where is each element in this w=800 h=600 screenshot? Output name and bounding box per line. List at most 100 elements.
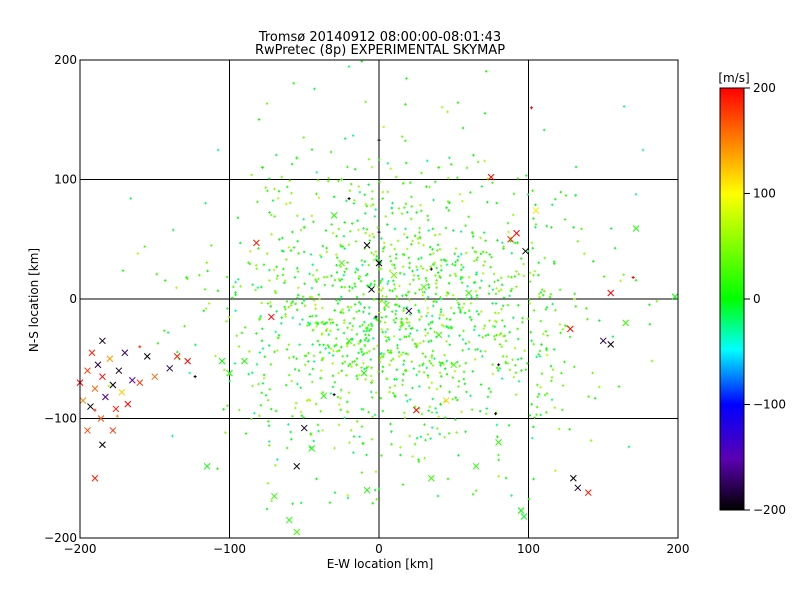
echo-plus-mark xyxy=(346,261,349,264)
echo-plus-mark xyxy=(247,372,250,376)
echo-plus-mark xyxy=(342,311,345,315)
echo-plus-mark xyxy=(255,332,258,335)
echo-plus-mark xyxy=(317,429,320,433)
echo-plus-mark xyxy=(388,289,392,292)
echo-plus-mark xyxy=(549,293,553,296)
echo-plus-mark xyxy=(433,330,436,334)
echo-plus-mark xyxy=(288,373,291,377)
echo-plus-mark xyxy=(394,395,397,398)
echo-plus-mark xyxy=(255,267,258,270)
echo-plus-mark xyxy=(557,427,561,431)
echo-plus-mark xyxy=(371,232,374,236)
echo-plus-mark xyxy=(384,335,387,338)
echo-plus-mark xyxy=(461,349,464,352)
echo-plus-mark xyxy=(445,340,448,343)
echo-plus-mark xyxy=(267,424,271,428)
echo-plus-mark xyxy=(477,334,481,337)
echo-plus-mark xyxy=(325,246,328,250)
echo-plus-mark xyxy=(440,297,443,301)
echo-plus-mark xyxy=(371,502,374,505)
echo-plus-mark xyxy=(345,345,349,348)
echo-plus-mark xyxy=(331,321,335,324)
echo-plus-mark xyxy=(436,271,440,274)
echo-plus-mark xyxy=(387,280,390,283)
echo-plus-mark xyxy=(369,204,373,208)
echo-plus-mark xyxy=(163,329,166,332)
echo-plus-mark xyxy=(232,285,235,289)
echo-plus-mark xyxy=(315,269,319,272)
echo-x-mark xyxy=(584,489,592,496)
echo-plus-mark xyxy=(274,330,277,334)
echo-plus-mark xyxy=(377,268,381,271)
echo-plus-mark xyxy=(476,160,480,164)
echo-plus-mark xyxy=(534,203,537,206)
echo-plus-mark xyxy=(291,316,294,319)
x-axis-ticks: −200 −100 0 100 200 xyxy=(64,532,689,556)
echo-plus-mark xyxy=(454,396,457,399)
echo-plus-mark xyxy=(494,311,497,315)
echo-plus-mark xyxy=(383,241,386,245)
echo-plus-mark xyxy=(395,295,398,298)
echo-x-mark xyxy=(151,373,159,381)
echo-plus-mark xyxy=(339,397,342,400)
echo-plus-mark xyxy=(336,302,340,305)
echo-plus-mark xyxy=(399,271,402,275)
echo-plus-mark xyxy=(393,263,396,267)
echo-plus-mark xyxy=(420,256,423,260)
echo-plus-mark xyxy=(431,364,435,367)
echo-plus-mark xyxy=(313,87,316,91)
echo-plus-mark xyxy=(510,494,513,497)
echo-plus-mark xyxy=(368,234,371,237)
echo-plus-mark xyxy=(357,228,360,232)
echo-plus-mark xyxy=(526,193,530,196)
echo-plus-mark xyxy=(331,362,334,365)
echo-plus-mark xyxy=(302,298,306,301)
echo-plus-mark xyxy=(457,255,460,258)
echo-plus-mark xyxy=(375,498,378,501)
echo-plus-mark xyxy=(486,395,490,399)
echo-plus-mark xyxy=(432,304,435,308)
echo-plus-mark xyxy=(398,328,401,331)
echo-x-mark xyxy=(465,289,473,297)
echo-plus-mark xyxy=(369,358,372,361)
echo-plus-mark xyxy=(289,249,293,252)
echo-plus-mark xyxy=(537,292,541,296)
echo-plus-mark xyxy=(496,279,500,282)
echo-plus-mark xyxy=(439,264,443,267)
echo-plus-mark xyxy=(395,378,398,381)
echo-plus-mark xyxy=(465,251,468,255)
echo-plus-mark xyxy=(494,412,498,416)
echo-plus-mark xyxy=(545,392,549,395)
echo-plus-mark xyxy=(459,311,462,314)
echo-plus-mark xyxy=(216,467,219,470)
echo-plus-mark xyxy=(360,471,364,474)
echo-plus-mark xyxy=(349,306,353,309)
echo-plus-mark xyxy=(540,343,543,346)
echo-x-mark xyxy=(143,353,151,360)
echo-plus-mark xyxy=(368,306,371,309)
echo-plus-mark xyxy=(355,310,358,314)
echo-plus-mark xyxy=(413,442,417,446)
echo-plus-mark xyxy=(343,416,346,420)
echo-plus-mark xyxy=(559,331,562,335)
echo-plus-mark xyxy=(393,378,396,381)
echo-plus-mark xyxy=(394,257,398,260)
echo-plus-mark xyxy=(312,360,316,363)
echo-plus-mark xyxy=(475,310,479,313)
echo-plus-mark xyxy=(346,343,349,346)
echo-plus-mark xyxy=(520,357,523,360)
echo-plus-mark xyxy=(303,282,306,285)
echo-plus-mark xyxy=(537,261,540,264)
echo-plus-mark xyxy=(410,205,413,208)
echo-plus-mark xyxy=(316,423,320,427)
echo-plus-mark xyxy=(445,372,449,376)
echo-plus-mark xyxy=(428,359,431,363)
echo-plus-mark xyxy=(425,269,429,272)
echo-plus-mark xyxy=(627,445,631,448)
echo-plus-mark xyxy=(277,190,281,193)
echo-x-mark xyxy=(520,513,528,520)
echo-plus-mark xyxy=(471,246,474,250)
echo-x-mark xyxy=(671,293,679,300)
echo-plus-mark xyxy=(256,286,260,289)
echo-plus-mark xyxy=(457,380,461,383)
